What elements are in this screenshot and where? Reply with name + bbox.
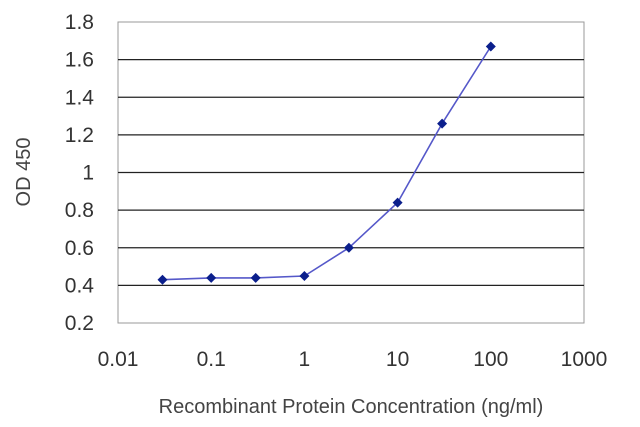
y-tick-label: 0.4 [65,274,95,297]
y-tick-label: 1.4 [65,86,95,109]
x-tick-label: 1000 [561,348,608,371]
data-point [343,242,354,253]
y-axis-title: OD 450 [13,138,35,207]
x-tick-label: 10 [386,348,409,371]
series-line [162,46,492,281]
y-tick-label: 1 [82,162,94,185]
y-tick-label: 1.2 [65,124,94,147]
x-tick-label: 100 [473,348,508,371]
data-point [250,272,261,283]
data-points [157,41,496,285]
x-tick-label: 0.1 [197,348,226,371]
series-line-layer [162,46,492,281]
y-tick-label: 0.2 [65,312,94,335]
data-point [157,274,168,285]
y-tick-labels: 0.2 0.4 0.6 0.8 1 1.2 1.4 1.6 1.8 [65,11,95,335]
x-tick-label: 1 [299,348,311,371]
x-axis-title: Recombinant Protein Concentration (ng/ml… [159,396,544,418]
gridlines [118,59,584,286]
y-tick-label: 0.6 [65,237,94,260]
data-point [485,41,496,52]
x-tick-label: 0.01 [98,348,139,371]
y-tick-label: 1.6 [65,49,94,72]
x-tick-labels: 0.01 0.1 1 10 100 1000 [98,348,608,371]
y-tick-label: 1.8 [65,11,94,34]
data-point [437,118,448,129]
data-point [206,272,217,283]
data-point [299,271,310,281]
data-point [392,197,403,208]
y-tick-label: 0.8 [65,199,94,222]
